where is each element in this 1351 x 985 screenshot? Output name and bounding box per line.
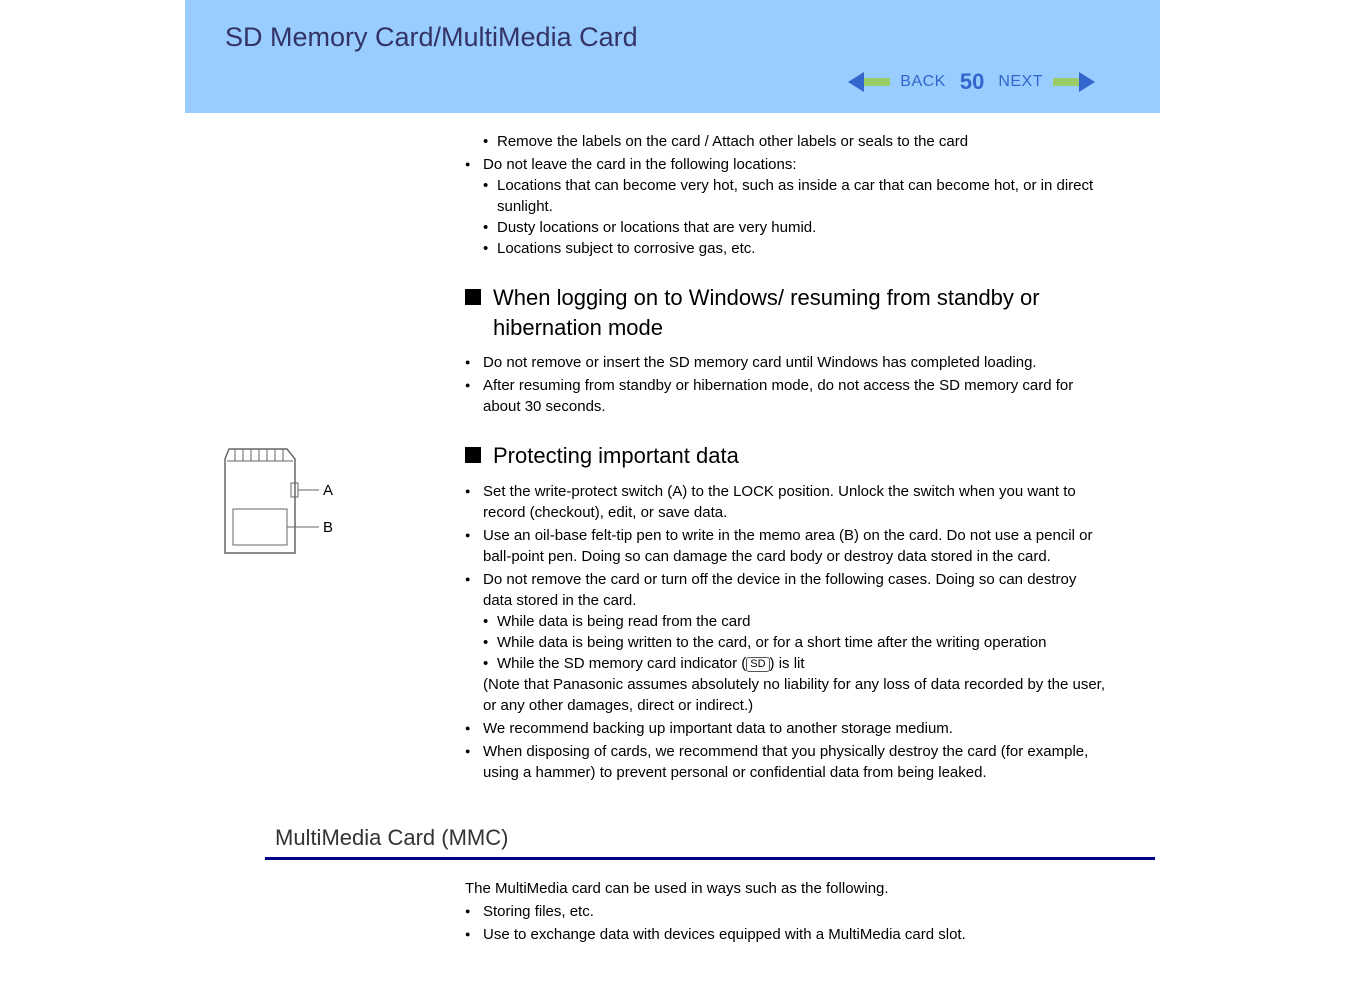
text-post: ) is lit <box>770 655 805 672</box>
bullet-text: Do not remove the card or turn off the d… <box>483 569 1105 611</box>
main-bullet: Use an oil-base felt-tip pen to write in… <box>465 525 1105 567</box>
bullet-text: Dusty locations or locations that are ve… <box>497 217 816 238</box>
header-bar: SD Memory Card/MultiMedia Card BACK 50 N… <box>185 0 1160 113</box>
main-bullet: Storing files, etc. <box>465 901 1105 922</box>
bullet-text: Set the write-protect switch (A) to the … <box>483 481 1105 523</box>
section-heading-protect: Protecting important data <box>465 441 1105 471</box>
section-header-mmc: MultiMedia Card (MMC) <box>265 819 1155 860</box>
nav-back-link[interactable]: BACK <box>900 73 946 91</box>
mmc-intro: The MultiMedia card can be used in ways … <box>465 878 1105 899</box>
bullet-text-sd-indicator: While the SD memory card indicator (SD) … <box>497 653 805 674</box>
bullet-text: Do not leave the card in the following l… <box>483 154 797 175</box>
bullet-text: We recommend backing up important data t… <box>483 718 953 739</box>
main-bullet: After resuming from standby or hibernati… <box>465 375 1105 417</box>
sd-indicator-icon: SD <box>746 657 769 672</box>
back-arrow-icon[interactable] <box>848 70 892 94</box>
page-number: 50 <box>960 69 984 95</box>
page-title: SD Memory Card/MultiMedia Card <box>225 22 1160 53</box>
content-area: A B Remove the labels on the card / Atta… <box>265 113 1155 945</box>
nav-bar: BACK 50 NEXT <box>848 69 1095 95</box>
sub-bullet: While data is being read from the card <box>483 611 1105 632</box>
body-text-block-mmc: The MultiMedia card can be used in ways … <box>465 878 1105 945</box>
bullet-text: Locations that can become very hot, such… <box>497 175 1105 217</box>
bullet-text: While data is being written to the card,… <box>497 632 1046 653</box>
bullet-text: Use to exchange data with devices equipp… <box>483 924 966 945</box>
sub-bullet: Locations that can become very hot, such… <box>483 175 1105 217</box>
bullet-text: Storing files, etc. <box>483 901 594 922</box>
heading-square-icon <box>465 289 481 305</box>
sub-bullet: While the SD memory card indicator (SD) … <box>483 653 1105 674</box>
heading-text: Protecting important data <box>493 441 739 471</box>
page-container: SD Memory Card/MultiMedia Card BACK 50 N… <box>0 0 1351 985</box>
main-bullet: We recommend backing up important data t… <box>465 718 1105 739</box>
next-arrow-icon[interactable] <box>1051 70 1095 94</box>
section-heading-logon: When logging on to Windows/ resuming fro… <box>465 283 1105 342</box>
bullet-text: After resuming from standby or hibernati… <box>483 375 1105 417</box>
main-bullet: Set the write-protect switch (A) to the … <box>465 481 1105 523</box>
bullet-text: Remove the labels on the card / Attach o… <box>497 131 968 152</box>
sub-bullet: Dusty locations or locations that are ve… <box>483 217 1105 238</box>
sub-bullet: Remove the labels on the card / Attach o… <box>483 131 1105 152</box>
bullet-text: Do not remove or insert the SD memory ca… <box>483 352 1037 373</box>
figure-label-a: A <box>323 482 333 499</box>
sub-bullet: While data is being written to the card,… <box>483 632 1105 653</box>
sd-card-figure: A B <box>217 441 357 566</box>
body-text-block-1: Remove the labels on the card / Attach o… <box>465 131 1105 783</box>
text-pre: While the SD memory card indicator ( <box>497 655 746 672</box>
bullet-text: While data is being read from the card <box>497 611 750 632</box>
heading-text: When logging on to Windows/ resuming fro… <box>493 283 1105 342</box>
section-title: MultiMedia Card (MMC) <box>265 819 1155 860</box>
bullet-text: Locations subject to corrosive gas, etc. <box>497 238 755 259</box>
bullet-text: Use an oil-base felt-tip pen to write in… <box>483 525 1105 567</box>
liability-note: (Note that Panasonic assumes absolutely … <box>483 674 1105 716</box>
main-bullet: Do not remove or insert the SD memory ca… <box>465 352 1105 373</box>
sub-bullet: Locations subject to corrosive gas, etc. <box>483 238 1105 259</box>
heading-square-icon <box>465 447 481 463</box>
main-bullet: Do not remove the card or turn off the d… <box>465 569 1105 611</box>
main-bullet: Use to exchange data with devices equipp… <box>465 924 1105 945</box>
nav-next-link[interactable]: NEXT <box>998 73 1043 91</box>
main-bullet: Do not leave the card in the following l… <box>465 154 1105 175</box>
bullet-text: When disposing of cards, we recommend th… <box>483 741 1105 783</box>
figure-label-b: B <box>323 519 333 536</box>
main-bullet: When disposing of cards, we recommend th… <box>465 741 1105 783</box>
